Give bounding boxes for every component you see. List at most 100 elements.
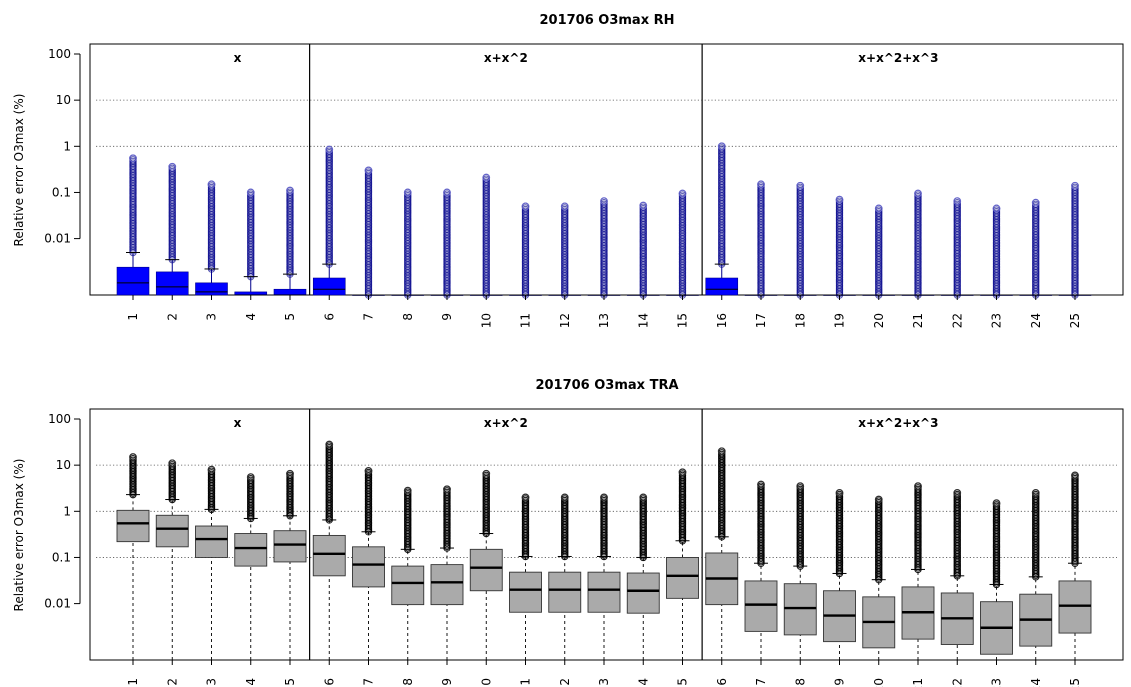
box-body — [312, 277, 346, 296]
outliers — [129, 154, 137, 257]
box-body — [116, 509, 150, 543]
box-9 — [823, 489, 856, 660]
box-0 — [469, 469, 503, 660]
x-tick-label: 7 — [754, 678, 768, 686]
outlier-max-point — [207, 465, 216, 474]
box-body — [705, 277, 739, 296]
x-tick-label: 16 — [715, 313, 729, 328]
box-1 — [509, 493, 542, 660]
outliers — [678, 189, 687, 299]
box-15 — [666, 189, 699, 299]
outliers — [443, 188, 451, 299]
box-2 — [548, 493, 582, 660]
x-tick-label: 5 — [283, 678, 297, 686]
group-label: x — [234, 51, 242, 65]
box-3 — [195, 180, 228, 296]
box-14 — [626, 201, 660, 299]
box-1 — [116, 453, 150, 660]
outlier-max-point — [364, 467, 373, 475]
x-tick-label: 4 — [244, 313, 258, 321]
x-tick-label: 8 — [401, 678, 415, 686]
outlier-max-point — [757, 180, 765, 189]
box-23 — [980, 499, 1013, 660]
box-4 — [234, 473, 268, 660]
x-tick-label: 6 — [715, 678, 729, 686]
outlier-max-point — [443, 188, 451, 197]
chart-title: 201706 O3max TRA — [535, 378, 678, 393]
x-axis: 1 2 3 4 5 6 7 8 9 10 11 12 13 14 15 16 17 18 19 20 21 22 23 24 2… — [126, 295, 1082, 328]
outlier-max-point — [678, 468, 687, 477]
outliers — [1031, 198, 1040, 299]
outliers — [992, 204, 1001, 299]
x-tick-label: 25 — [1068, 678, 1082, 687]
y-axis-label: Relative error O3max (%) — [12, 94, 26, 247]
x-tick-label: 1 — [126, 678, 140, 686]
x-tick-label: 4 — [636, 678, 650, 686]
outlier-max-point — [717, 447, 726, 456]
chart-title: 201706 O3max RH — [539, 13, 674, 28]
x-axis: 1 2 3 4 5 6 7 8 9 0 1 2 3 4 5 6 7 8 9 20 21 22 23 24 25 — [126, 660, 1082, 687]
box-17 — [744, 180, 778, 299]
outlier-max-point — [246, 188, 255, 197]
box-18 — [783, 181, 817, 299]
box-4 — [234, 188, 268, 296]
outlier-max-point — [874, 204, 883, 213]
box-body — [234, 533, 268, 567]
outlier-max-point — [874, 495, 883, 504]
box-12 — [548, 202, 582, 299]
box-body — [391, 565, 425, 606]
outlier-max-point — [639, 493, 648, 502]
box-2 — [155, 459, 189, 660]
x-tick-label: 9 — [440, 678, 454, 686]
outlier-max-point — [443, 485, 451, 494]
outlier-max-point — [1071, 471, 1079, 480]
box-body — [744, 580, 778, 632]
outlier-max-point — [796, 181, 805, 190]
outliers — [757, 180, 765, 299]
outlier-max-point — [521, 202, 530, 211]
outliers — [678, 468, 687, 545]
outliers — [717, 142, 726, 268]
box-6 — [312, 440, 346, 660]
y-tick-label: 100 — [48, 412, 71, 426]
y-tick-label: 100 — [48, 47, 71, 61]
box-9 — [430, 485, 464, 660]
box-body — [548, 571, 582, 613]
outlier-max-point — [168, 459, 177, 468]
box-6 — [312, 145, 346, 296]
chart-panel-rh: 201706 O3max RH Relative error O3max (%)… — [12, 13, 1124, 328]
box-5 — [666, 468, 699, 660]
box-body — [155, 514, 189, 548]
box-body — [626, 572, 660, 614]
box-19 — [823, 195, 856, 299]
x-tick-label: 12 — [558, 313, 572, 328]
group-label: x+x^2+x^3 — [858, 416, 938, 430]
x-tick-label: 23 — [990, 313, 1004, 328]
outliers — [914, 482, 922, 574]
outlier-max-point — [246, 473, 255, 482]
box-8 — [391, 188, 425, 299]
outliers — [560, 493, 569, 561]
y-axis: 0.01 0.1 1 10 100 — [44, 47, 81, 246]
x-tick-label: 25 — [1068, 313, 1082, 328]
outlier-max-point — [521, 493, 530, 502]
outliers — [443, 485, 451, 552]
outliers — [835, 195, 844, 299]
outlier-max-point — [678, 189, 687, 198]
outlier-max-point — [835, 489, 844, 497]
outliers — [403, 188, 412, 299]
box-body — [430, 564, 464, 606]
x-tick-label: 6 — [322, 678, 336, 686]
outliers — [168, 162, 177, 264]
outliers — [1071, 181, 1079, 299]
box-body — [352, 546, 385, 588]
x-tick-label: 24 — [1029, 678, 1043, 687]
box-body — [469, 548, 503, 592]
outliers — [953, 197, 962, 299]
outliers — [286, 186, 294, 278]
box-25 — [1058, 471, 1092, 660]
outliers — [600, 197, 608, 299]
group-label: x+x^2 — [484, 416, 528, 430]
outliers — [835, 489, 844, 578]
outliers — [364, 166, 373, 299]
